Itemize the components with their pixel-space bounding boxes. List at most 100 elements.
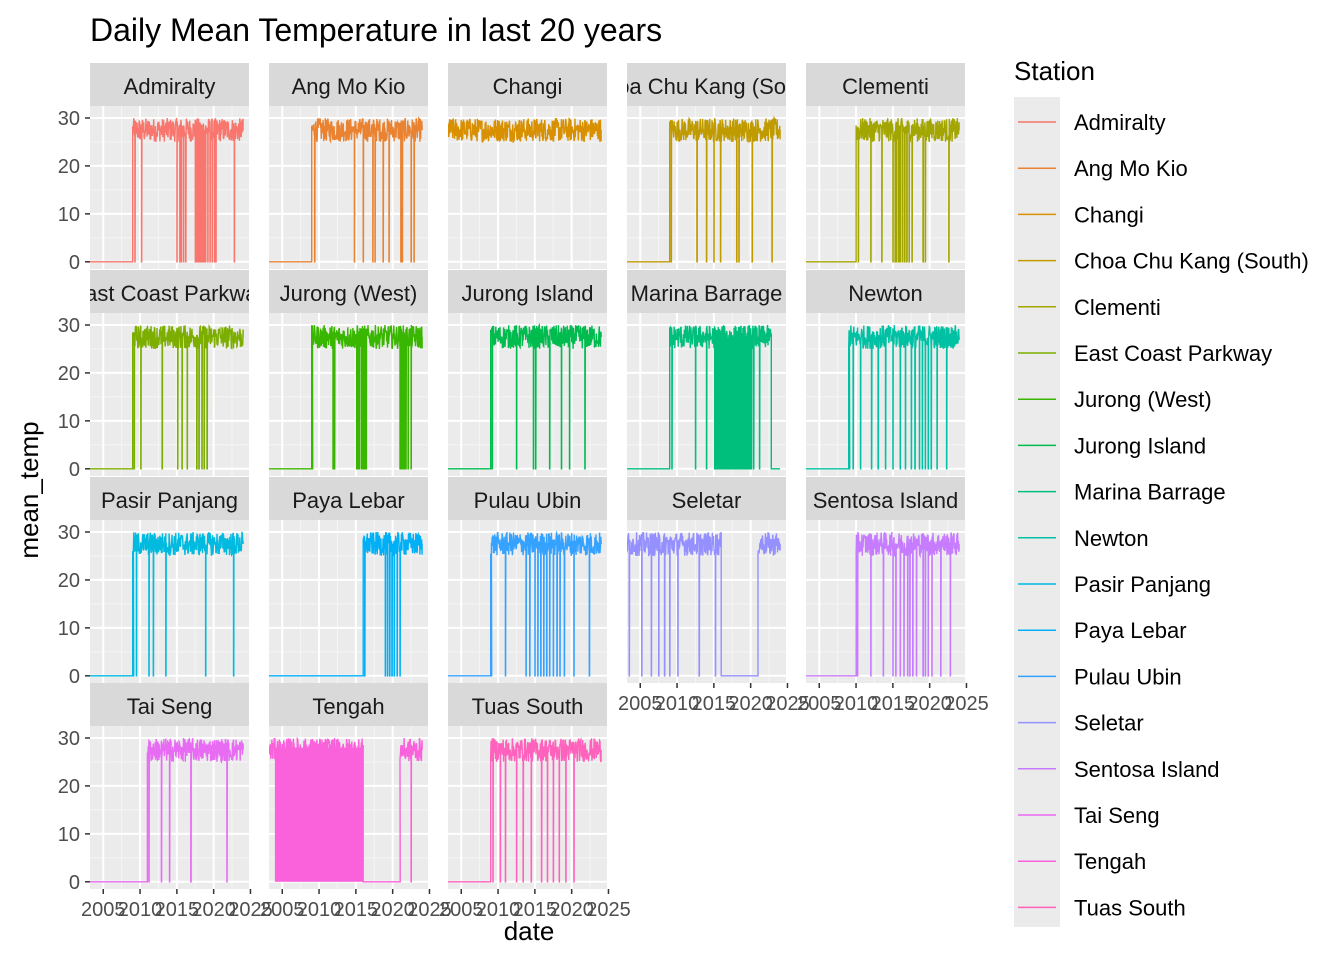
y-tick-label: 20 xyxy=(58,363,80,385)
legend-item: Jurong (West) xyxy=(1018,387,1212,412)
x-tick-label: 2025 xyxy=(407,899,452,921)
legend-item: East Coast Parkway xyxy=(1018,341,1272,366)
legend-title: Station xyxy=(1014,56,1095,86)
legend-label: Tengah xyxy=(1074,849,1146,874)
legend-item: Tengah xyxy=(1018,849,1146,874)
facet-strip-label: Pulau Ubin xyxy=(474,488,582,513)
legend-label: Newton xyxy=(1074,526,1149,551)
legend-item: Choa Chu Kang (South) xyxy=(1018,249,1309,274)
legend-item: Pasir Panjang xyxy=(1018,572,1211,597)
facet-strip-label: Sentosa Island xyxy=(813,488,959,513)
x-tick-label: 2020 xyxy=(370,899,415,921)
y-tick-label: 20 xyxy=(58,776,80,798)
legend-item: Tuas South xyxy=(1018,895,1186,920)
series-line-jurong-island xyxy=(448,322,602,470)
dense-drop-band xyxy=(274,747,364,882)
facet-strip xyxy=(269,63,428,106)
facet-strip-label: Seletar xyxy=(672,488,742,513)
series-line-pasir-panjang xyxy=(90,531,244,677)
legend-label: Sentosa Island xyxy=(1074,757,1220,782)
facet-strip xyxy=(448,477,607,520)
facet-strip xyxy=(448,270,607,313)
legend-label: Changi xyxy=(1074,202,1144,227)
facet-panels: Admiralty Ang Mo Kio Changi Choa Chu Kang (… xyxy=(90,63,965,889)
x-tick-label: 2015 xyxy=(692,693,737,715)
y-tick-label: 0 xyxy=(69,666,80,688)
facet-strip xyxy=(90,270,249,313)
facet-strip-label: Tengah xyxy=(312,694,384,719)
x-tick-label: 2020 xyxy=(549,899,594,921)
facet-strip xyxy=(90,683,249,726)
facet-panel-tuas-south: Tuas South xyxy=(448,683,607,889)
legend-item: Clementi xyxy=(1018,295,1161,320)
series-line-changi xyxy=(448,117,602,144)
legend-label: Clementi xyxy=(1074,295,1161,320)
legend-item: Paya Lebar xyxy=(1018,618,1187,643)
facet-panel-seletar: Seletar xyxy=(627,477,786,683)
facet-panel-paya-lebar: Paya Lebar xyxy=(269,477,428,683)
y-tick-label: 30 xyxy=(58,315,80,337)
facet-panel-jurong-island: Jurong Island xyxy=(448,270,607,476)
legend-item: Tai Seng xyxy=(1018,803,1160,828)
facet-strip xyxy=(269,270,428,313)
facet-strip xyxy=(90,63,249,106)
series-line-tai-seng xyxy=(90,737,244,883)
facet-strip-label: Admiralty xyxy=(124,74,216,99)
legend-label: Tai Seng xyxy=(1074,803,1160,828)
facet-strip-label: Choa Chu Kang (South) xyxy=(589,74,824,99)
x-axis-label: date xyxy=(504,916,555,946)
series-line-east-coast-parkway xyxy=(90,323,244,470)
chart-title: Daily Mean Temperature in last 20 years xyxy=(90,12,662,48)
facet-strip xyxy=(269,683,428,726)
y-tick-label: 0 xyxy=(69,459,80,481)
legend-label: Jurong Island xyxy=(1074,433,1206,458)
legend-label: Ang Mo Kio xyxy=(1074,156,1188,181)
facet-strip-label: Clementi xyxy=(842,74,929,99)
x-tick-label: 2025 xyxy=(228,899,273,921)
facet-strip xyxy=(448,63,607,106)
y-tick-label: 0 xyxy=(69,252,80,274)
facet-strip xyxy=(448,683,607,726)
legend-label: Seletar xyxy=(1074,711,1144,736)
facet-panel-clementi: Clementi xyxy=(806,63,965,269)
legend-item: Admiralty xyxy=(1018,110,1166,135)
facet-panel-tai-seng: Tai Seng xyxy=(90,683,249,889)
facet-panel-pulau-ubin: Pulau Ubin xyxy=(448,477,607,683)
x-tick-label: 2010 xyxy=(834,693,879,715)
x-tick-label: 2005 xyxy=(618,693,663,715)
facet-panel-sentosa-island: Sentosa Island xyxy=(806,477,965,683)
x-tick-label: 2015 xyxy=(871,693,916,715)
x-tick-label: 2025 xyxy=(586,899,631,921)
legend-items: Admiralty Ang Mo Kio Changi Choa Chu Kang (… xyxy=(1018,110,1309,920)
legend-key-background xyxy=(1014,97,1060,927)
series-line-pulau-ubin xyxy=(448,530,602,677)
x-tick-label: 2010 xyxy=(297,899,342,921)
facet-strip xyxy=(806,477,965,520)
y-tick-label: 30 xyxy=(58,108,80,130)
y-tick-label: 10 xyxy=(58,824,80,846)
legend-label: Tuas South xyxy=(1074,895,1186,920)
x-tick-label: 2020 xyxy=(191,899,236,921)
facet-panel-east-coast-parkway: East Coast Parkway xyxy=(90,270,249,476)
y-tick-label: 20 xyxy=(58,156,80,178)
y-tick-label: 10 xyxy=(58,411,80,433)
series-line-seletar xyxy=(627,531,781,677)
y-tick-label: 0 xyxy=(69,872,80,894)
facet-strip-label: Tuas South xyxy=(472,694,584,719)
legend-item: Seletar xyxy=(1018,711,1144,736)
legend-item: Jurong Island xyxy=(1018,433,1206,458)
series-line-admiralty xyxy=(90,117,244,263)
x-tick-label: 2010 xyxy=(476,899,521,921)
x-tick-label: 2010 xyxy=(118,899,163,921)
series-line-paya-lebar xyxy=(269,531,423,677)
legend-label: East Coast Parkway xyxy=(1074,341,1272,366)
legend-item: Sentosa Island xyxy=(1018,757,1220,782)
facet-strip xyxy=(90,477,249,520)
legend-label: Pulau Ubin xyxy=(1074,664,1182,689)
y-tick-label: 30 xyxy=(58,728,80,750)
x-tick-label: 2015 xyxy=(334,899,379,921)
legend-label: Paya Lebar xyxy=(1074,618,1187,643)
x-tick-label: 2015 xyxy=(513,899,558,921)
facet-strip-label: Ang Mo Kio xyxy=(292,74,406,99)
facet-strip-label: Jurong Island xyxy=(461,281,593,306)
